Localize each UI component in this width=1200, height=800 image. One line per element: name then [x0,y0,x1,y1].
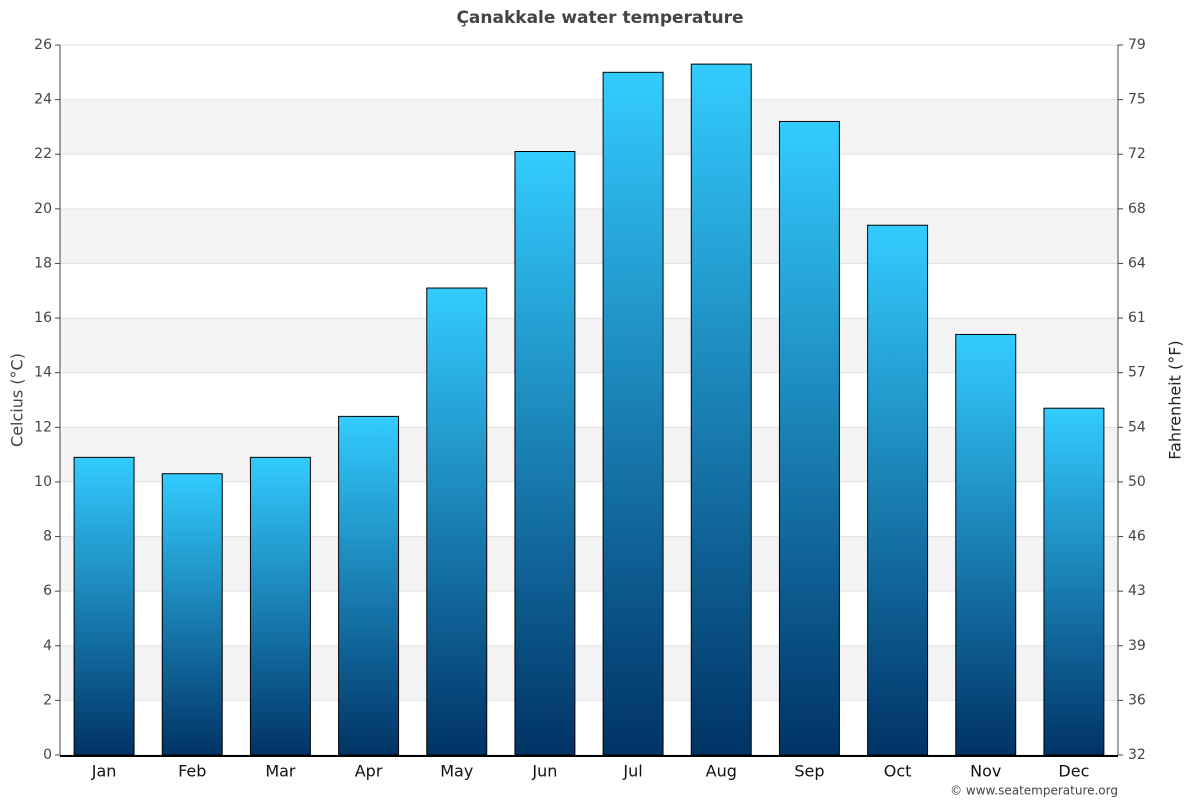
bar [602,71,664,756]
y-tick-label: 22 [34,146,52,162]
y2-tick-label: 61 [1128,310,1146,326]
y-tick-label: 2 [43,692,52,708]
y2-tick-label: 54 [1128,419,1146,435]
y-tick-label: 4 [43,638,52,654]
y-tick-label: 20 [34,201,52,217]
y-axis-title: Celcius (°C) [8,353,27,447]
x-tick-label: Dec [1058,762,1089,781]
y2-tick-label: 39 [1128,638,1146,654]
x-tick-label: Feb [178,762,206,781]
x-tick-label: May [440,762,473,781]
bar [338,415,400,756]
y2-tick-label: 75 [1128,92,1146,108]
y-tick-label: 16 [34,310,52,326]
bar [1043,407,1105,756]
y-tick-label: 0 [43,747,52,763]
grid-band [60,208,1118,264]
y2-tick-label: 57 [1128,365,1146,381]
bar [514,151,576,756]
bar [73,456,135,756]
x-tick-label: Aug [706,762,737,781]
x-tick-label: Oct [884,762,912,781]
y2-tick-label: 36 [1128,692,1146,708]
y2-tick-label: 64 [1128,255,1146,271]
x-tick-label: Jan [91,762,117,781]
source: © www.seatemperature.org [950,784,1118,798]
y-tick-label: 24 [34,92,52,108]
bar [161,473,223,756]
y-tick-label: 14 [34,365,52,381]
x-tick-label: Jul [622,762,642,781]
x-tick-label: Jun [531,762,557,781]
grid-band [60,645,1118,701]
x-tick-label: Sep [794,762,824,781]
x-tick-label: Apr [355,762,383,781]
bar [690,63,752,756]
grid-band [60,318,1118,373]
y-tick-label: 26 [34,37,52,53]
grid-band [60,536,1118,592]
x-tick-label: Mar [265,762,296,781]
y2-axis-title: Fahrenheit (°F) [1166,340,1185,459]
y-tick-label: 10 [34,474,52,490]
y2-tick-label: 79 [1128,37,1146,53]
y-tick-label: 12 [34,419,52,435]
grid-band [60,427,1118,482]
y-tick-label: 8 [43,529,52,545]
bar [778,120,840,756]
y2-tick-label: 50 [1128,474,1146,490]
x-tick-label: Nov [970,762,1001,781]
y2-tick-label: 43 [1128,583,1146,599]
bar [426,287,488,756]
y-tick-label: 18 [34,255,52,271]
y2-tick-label: 72 [1128,146,1146,162]
y2-tick-label: 32 [1128,747,1146,763]
bar [955,333,1017,756]
y2-tick-label: 46 [1128,529,1146,545]
y-tick-label: 6 [43,583,52,599]
y2-tick-label: 68 [1128,201,1146,217]
bar [249,456,311,756]
bar [867,224,929,756]
chart-title: Çanakkale water temperature [456,8,743,28]
grid-band [60,99,1118,155]
